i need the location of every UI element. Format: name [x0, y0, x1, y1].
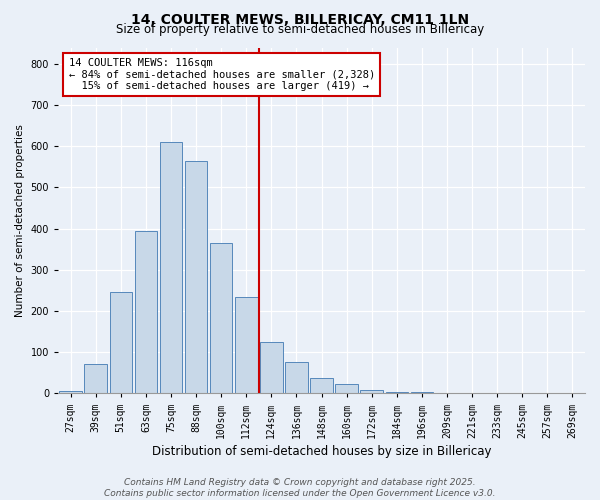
Bar: [386, 392, 408, 394]
Bar: [160, 142, 182, 394]
Bar: [85, 364, 107, 394]
Bar: [335, 384, 358, 394]
Text: 14 COULTER MEWS: 116sqm
← 84% of semi-detached houses are smaller (2,328)
  15% : 14 COULTER MEWS: 116sqm ← 84% of semi-de…: [68, 58, 375, 91]
Bar: [285, 362, 308, 394]
Bar: [410, 392, 433, 394]
Bar: [260, 342, 283, 394]
Y-axis label: Number of semi-detached properties: Number of semi-detached properties: [15, 124, 25, 317]
Bar: [210, 243, 232, 394]
Text: 14, COULTER MEWS, BILLERICAY, CM11 1LN: 14, COULTER MEWS, BILLERICAY, CM11 1LN: [131, 12, 469, 26]
X-axis label: Distribution of semi-detached houses by size in Billericay: Distribution of semi-detached houses by …: [152, 444, 491, 458]
Text: Contains HM Land Registry data © Crown copyright and database right 2025.
Contai: Contains HM Land Registry data © Crown c…: [104, 478, 496, 498]
Bar: [310, 378, 333, 394]
Bar: [361, 390, 383, 394]
Bar: [59, 391, 82, 394]
Bar: [185, 160, 208, 394]
Text: Size of property relative to semi-detached houses in Billericay: Size of property relative to semi-detach…: [116, 22, 484, 36]
Bar: [134, 230, 157, 394]
Bar: [110, 292, 132, 394]
Bar: [235, 296, 257, 394]
